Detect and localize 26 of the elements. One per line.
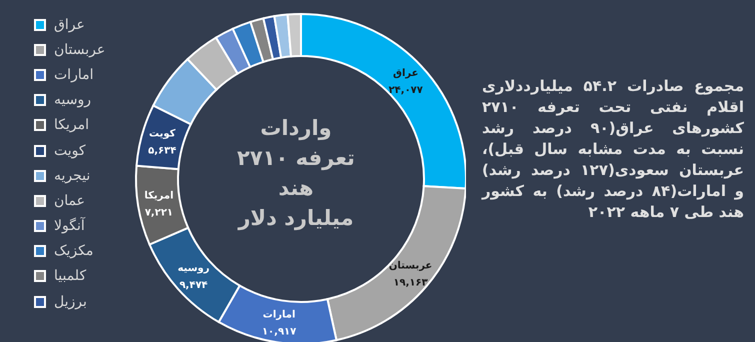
legend-label: عراق	[54, 16, 85, 33]
slice-label: امریکا	[144, 190, 174, 202]
slice-label: عربستان	[388, 260, 432, 272]
legend-label: آنگولا	[54, 218, 85, 234]
data-label: ۲۴,۰۷۷	[388, 85, 423, 96]
legend-label: عربستان	[54, 42, 106, 58]
data-label: ۱۹,۱۶۳	[393, 277, 428, 288]
slice-label: عراق	[393, 68, 418, 80]
text: مجموع صادرات ۵۴.۲ میلیارددلاری اقلام نفتی تحت تعرفه ۲۷۱۰ کشورهای عراق(۹۰ درصد رشد نسبت به مدت مشابه سال قبل)، عربستان سعودی(۱۲۷ درصد رشد) و امارات(۸۴ درصد رشد) به کشور هند طی ۷ ماهه ۲۰۲۲	[482, 76, 744, 223]
legend-label: عمان	[54, 192, 85, 209]
legend-label: برزیل	[54, 294, 87, 310]
legend-label: امارات	[54, 66, 94, 83]
legend-label: مکزیک	[54, 243, 94, 260]
data-label: ۷,۲۲۱	[144, 207, 174, 218]
data-label: ۱۰,۹۱۷	[262, 326, 296, 338]
slice-label: امارات	[262, 309, 296, 320]
legend-label: نیجریه	[54, 168, 90, 184]
text: واردات تعرفه ۲۷۱۰ هند میلیارد دلار	[237, 116, 355, 231]
legend-label: امریکا	[54, 117, 90, 134]
data-label: ۹,۴۷۴	[179, 280, 208, 291]
slice-label: روسیه	[178, 262, 210, 274]
legend-label: کویت	[54, 142, 86, 159]
slice-label: کویت	[149, 128, 176, 140]
legend-label: روسیه	[54, 92, 91, 108]
data-label: ۵,۶۳۴	[148, 145, 176, 156]
legend-label: کلمبیا	[54, 268, 86, 284]
